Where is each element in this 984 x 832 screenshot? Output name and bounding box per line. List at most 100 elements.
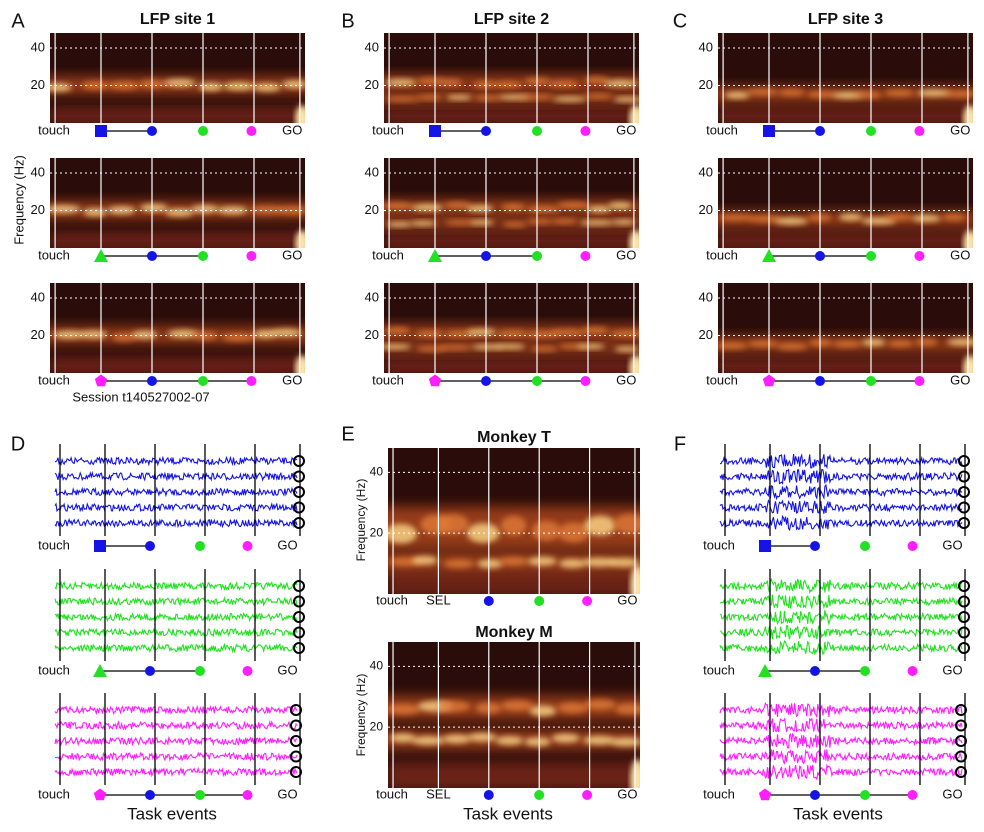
event-marker bbox=[810, 541, 820, 551]
trace bbox=[54, 611, 298, 623]
band-blob bbox=[557, 522, 590, 543]
event-marker bbox=[815, 376, 825, 386]
event-label: touch bbox=[703, 786, 735, 801]
event-marker bbox=[914, 251, 925, 261]
event-label: touch bbox=[376, 786, 408, 801]
band-blob bbox=[467, 732, 497, 742]
event-marker bbox=[866, 126, 876, 136]
band-blob bbox=[774, 217, 809, 225]
band-blob bbox=[282, 80, 305, 89]
band-blob bbox=[436, 514, 469, 534]
event-marker bbox=[815, 126, 825, 136]
y-axis-label: Frequency (Hz) bbox=[354, 674, 368, 757]
band-blob bbox=[530, 346, 558, 352]
event-marker bbox=[582, 790, 593, 800]
band-blob bbox=[557, 201, 590, 209]
band-blob bbox=[745, 88, 779, 96]
event-marker bbox=[907, 541, 918, 551]
cue-marker bbox=[762, 249, 776, 262]
y-tick-label: 20 bbox=[365, 202, 379, 217]
event-marker bbox=[860, 666, 870, 676]
band-blob bbox=[613, 513, 640, 534]
event-label: GO bbox=[617, 786, 637, 801]
spectrogram bbox=[384, 33, 639, 123]
trace bbox=[54, 517, 298, 529]
event-marker bbox=[145, 541, 155, 551]
panel-title: Monkey T bbox=[477, 429, 551, 446]
event-marker bbox=[580, 126, 591, 136]
band-blob bbox=[581, 326, 609, 335]
low-band bbox=[50, 106, 305, 123]
band-blob bbox=[547, 80, 579, 88]
band-blob bbox=[386, 221, 413, 228]
spectrogram bbox=[388, 448, 640, 594]
spike-marker bbox=[955, 704, 967, 716]
cue-marker bbox=[428, 374, 442, 387]
band-blob bbox=[438, 344, 473, 351]
band-blob bbox=[855, 91, 882, 99]
band-blob bbox=[388, 523, 418, 544]
band-blob bbox=[466, 328, 497, 336]
band-blob bbox=[50, 205, 81, 214]
y-tick-label: 40 bbox=[370, 465, 384, 479]
y-tick-label: 40 bbox=[31, 39, 45, 54]
trace bbox=[54, 596, 298, 607]
event-marker bbox=[481, 126, 491, 136]
event-marker bbox=[195, 541, 205, 551]
spike-marker bbox=[293, 595, 305, 608]
band-blob bbox=[615, 703, 640, 715]
y-tick-label: 40 bbox=[699, 164, 713, 179]
event-label: GO bbox=[950, 122, 970, 137]
band-blob bbox=[270, 328, 302, 337]
cue-marker bbox=[762, 374, 776, 387]
band-blob bbox=[498, 556, 529, 566]
spike-marker bbox=[293, 580, 305, 592]
trace bbox=[719, 749, 963, 765]
low-band bbox=[718, 356, 973, 373]
panel-title: LFP site 3 bbox=[808, 11, 883, 28]
band-blob bbox=[500, 515, 527, 536]
band-blob bbox=[416, 77, 445, 85]
spike-marker bbox=[293, 501, 305, 514]
event-label: SEL bbox=[426, 592, 451, 607]
event-label: GO bbox=[282, 122, 302, 137]
band-blob bbox=[583, 735, 616, 745]
panel-title: LFP site 2 bbox=[474, 11, 549, 28]
band-blob bbox=[53, 330, 85, 339]
band-blob bbox=[223, 82, 255, 91]
spectrogram bbox=[384, 158, 639, 248]
event-marker bbox=[907, 790, 918, 800]
x-axis-label: Task events bbox=[463, 804, 553, 823]
trace bbox=[719, 499, 963, 514]
band-blob bbox=[527, 556, 557, 566]
event-label: touch bbox=[376, 592, 408, 607]
band-blob bbox=[613, 96, 639, 103]
band-blob bbox=[415, 330, 444, 338]
band-blob bbox=[164, 78, 196, 87]
band-blob bbox=[607, 202, 633, 210]
event-label: touch bbox=[372, 372, 404, 387]
event-label: touch bbox=[38, 247, 70, 262]
y-tick-label: 40 bbox=[31, 164, 45, 179]
spike-marker bbox=[955, 735, 967, 747]
spike-marker bbox=[293, 626, 305, 639]
band-blob bbox=[384, 344, 412, 350]
band-blob bbox=[83, 208, 108, 217]
event-marker bbox=[914, 126, 925, 136]
band-blob bbox=[466, 204, 494, 213]
session-label: Session t140527002-07 bbox=[72, 389, 209, 404]
band-blob bbox=[438, 78, 463, 87]
band-blob bbox=[944, 90, 973, 98]
band-blob bbox=[552, 96, 587, 102]
event-marker bbox=[195, 790, 205, 800]
low-band bbox=[388, 761, 640, 788]
band-blob bbox=[471, 344, 504, 350]
y-tick-label: 20 bbox=[365, 327, 379, 342]
cue-marker bbox=[94, 374, 108, 387]
band-blob bbox=[582, 557, 617, 567]
band-blob bbox=[526, 205, 561, 214]
y-tick-label: 20 bbox=[370, 525, 384, 539]
y-tick-label: 40 bbox=[31, 289, 45, 304]
spike-marker bbox=[958, 470, 970, 483]
band-blob bbox=[131, 330, 157, 339]
